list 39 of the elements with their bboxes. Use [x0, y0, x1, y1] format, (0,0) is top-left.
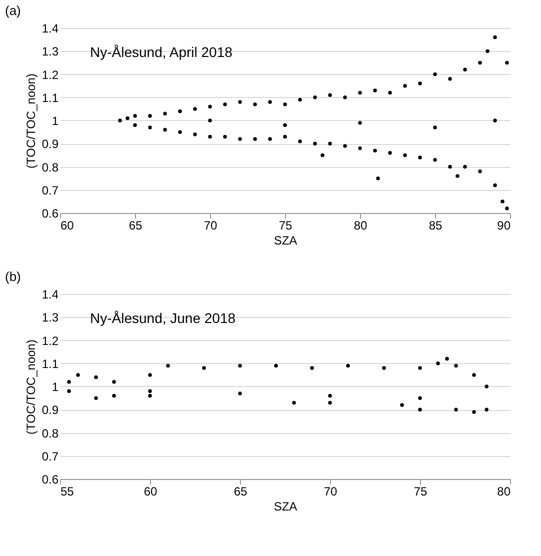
y-tick-label: 0.7 — [42, 449, 59, 464]
x-tick-label: 80 — [354, 218, 368, 232]
y-tick-label: 1.4 — [42, 288, 59, 302]
x-tick-label: 60 — [144, 484, 158, 498]
x-tick-label: 70 — [204, 218, 218, 232]
y-tick-label: 1.2 — [42, 68, 59, 82]
y-axis-title: (TOC/TOC_noon) — [24, 340, 38, 434]
x-tick-label: 65 — [128, 218, 142, 232]
y-tick-label: 1.1 — [42, 90, 59, 105]
y-tick-label: 1.1 — [42, 356, 59, 371]
y-tick-label: 0.6 — [42, 206, 59, 220]
y-tick-label: 1 — [52, 114, 59, 128]
x-tick-label: 55 — [60, 484, 74, 498]
annotation: Ny-Ålesund, June 2018 — [90, 310, 236, 326]
y-tick-label: 1.4 — [42, 22, 59, 36]
y-tick-label: 1.3 — [42, 44, 59, 59]
y-tick-label: 0.9 — [42, 403, 59, 418]
chart-title: (b) — [5, 269, 21, 284]
x-tick-label: 90 — [497, 218, 511, 232]
annotation: Ny-Ålesund, April 2018 — [90, 44, 233, 60]
y-tick-label: 0.9 — [42, 137, 59, 152]
x-axis-title: SZA — [274, 234, 298, 248]
y-tick-label: 1.3 — [42, 310, 59, 325]
y-tick-label: 0.6 — [42, 472, 59, 486]
x-tick-label: 75 — [278, 218, 292, 232]
x-tick-label: 75 — [414, 484, 428, 498]
y-tick-label: 0.8 — [42, 426, 59, 440]
x-tick-label: 60 — [60, 218, 74, 232]
y-tick-label: 1 — [52, 380, 59, 394]
x-tick-label: 80 — [497, 484, 511, 498]
x-tick-label: 65 — [234, 484, 248, 498]
chart-title: (a) — [5, 3, 21, 18]
y-tick-label: 0.8 — [42, 160, 59, 174]
y-axis-title: (TOC/TOC_noon) — [24, 74, 38, 168]
x-tick-label: 70 — [324, 484, 338, 498]
x-tick-label: 85 — [428, 218, 442, 232]
y-tick-label: 1.2 — [42, 334, 59, 348]
y-tick-label: 0.7 — [42, 183, 59, 198]
x-axis-title: SZA — [274, 500, 298, 514]
